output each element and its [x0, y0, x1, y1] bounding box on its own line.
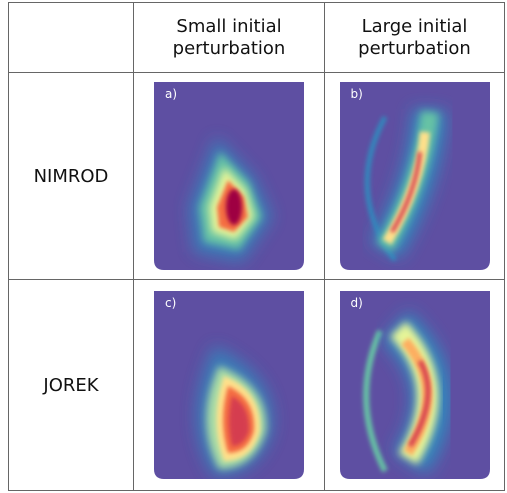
column-header: Small initial perturbation — [133, 2, 325, 73]
panel-label: d) — [350, 296, 363, 310]
corner-cell — [8, 2, 134, 73]
panel: d) — [339, 291, 490, 479]
comparison-table: Small initial perturbation Large initial… — [8, 2, 505, 491]
plot-image — [154, 291, 304, 479]
row-label: NIMROD — [8, 72, 134, 280]
panel-cell: c) — [133, 279, 325, 491]
plot-image — [154, 82, 304, 270]
panel: c) — [154, 291, 304, 479]
panel-label: b) — [350, 87, 363, 101]
row-label: JOREK — [8, 279, 134, 491]
plot-image — [339, 82, 490, 270]
panel-cell: b) — [324, 72, 505, 280]
panel-label: c) — [165, 296, 177, 310]
panel-cell: a) — [133, 72, 325, 280]
panel: b) — [339, 82, 490, 270]
panel-cell: d) — [324, 279, 505, 491]
panel: a) — [154, 82, 304, 270]
plot-image — [339, 291, 490, 479]
panel-label: a) — [165, 87, 178, 101]
column-header: Large initial perturbation — [324, 2, 505, 73]
